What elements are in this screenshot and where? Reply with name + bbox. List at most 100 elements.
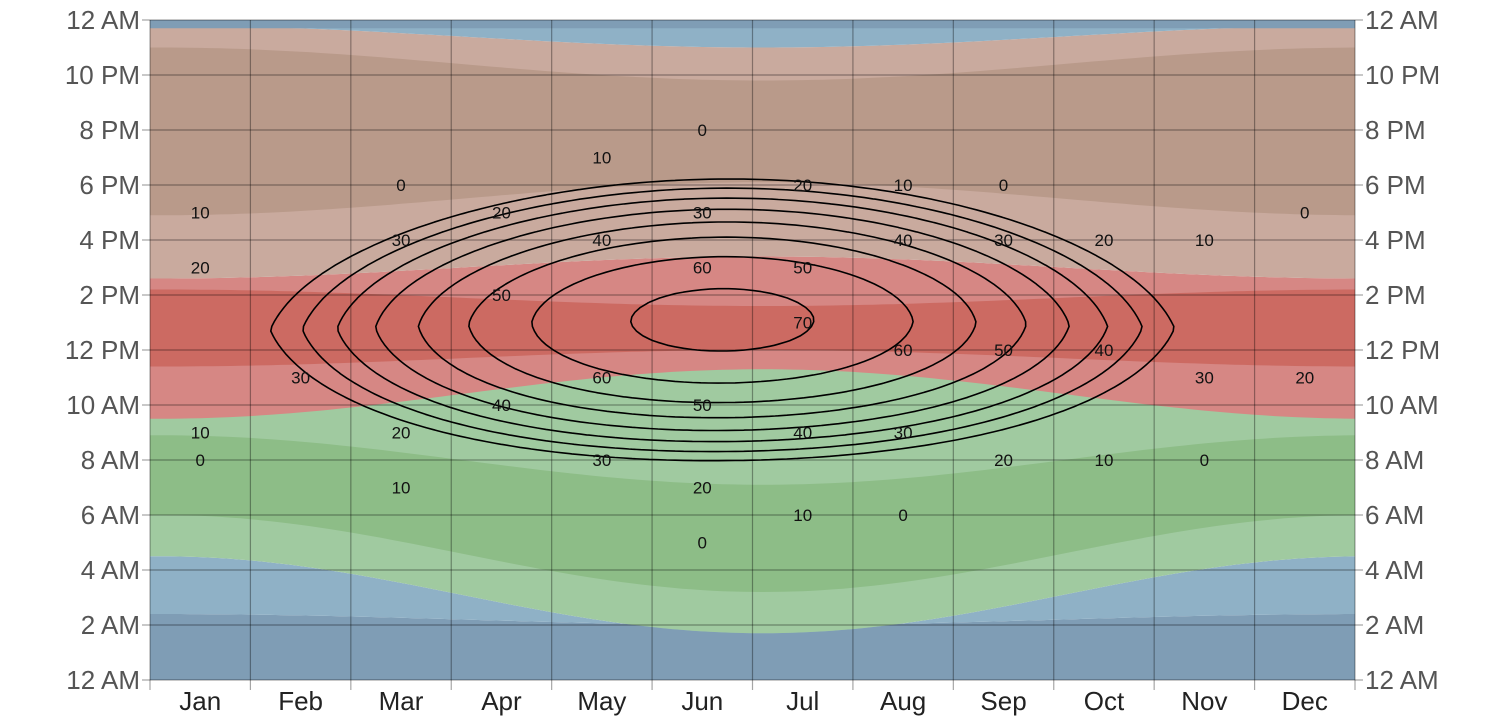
contour-label-text: 30	[392, 231, 411, 250]
contour-label-text: 20	[793, 176, 812, 195]
x-tick-label-sep: Sep	[980, 686, 1026, 716]
contour-label: 0	[396, 176, 405, 195]
contour-label-text: 0	[1300, 204, 1309, 223]
y-tick-label-left: 12 AM	[66, 665, 140, 695]
contour-label: 20	[693, 479, 712, 498]
contour-0	[270, 178, 1175, 462]
contour-label-text: 10	[592, 149, 611, 168]
contour-label: 50	[994, 341, 1013, 360]
contour-label: 20	[793, 176, 812, 195]
contour-label-text: 60	[894, 341, 913, 360]
contour-label: 30	[994, 231, 1013, 250]
contour-label-text: 60	[592, 369, 611, 388]
contour-label-text: 50	[793, 259, 812, 278]
x-axis: Jan Feb Mar Apr May Jun Jul Aug Sep Oct Nov Dec	[179, 686, 1328, 716]
y-tick-label-right: 2 AM	[1365, 610, 1424, 640]
contour-label-text: 40	[793, 424, 812, 443]
band-morning-edge	[150, 328, 1355, 634]
temperature-contours	[270, 178, 1175, 462]
contour-label-text: 0	[396, 176, 405, 195]
contour-label: 40	[592, 231, 611, 250]
x-tick-label-nov: Nov	[1181, 686, 1227, 716]
contour-label: 10	[191, 424, 210, 443]
contour-label: 40	[1094, 341, 1113, 360]
contour-label: 70	[793, 314, 812, 333]
contour-label: 0	[1200, 451, 1209, 470]
contour-label: 10	[1195, 231, 1214, 250]
contour-label-text: 30	[592, 451, 611, 470]
contour-label-text: 40	[1094, 341, 1113, 360]
band-midday	[150, 289, 1355, 367]
contour-label: 50	[492, 286, 511, 305]
y-tick-label-left: 12 PM	[65, 335, 140, 365]
y-tick-label-left: 10 PM	[65, 60, 140, 90]
y-tick-label-left: 4 PM	[79, 225, 140, 255]
band-evening	[150, 47, 1355, 216]
contour-label-text: 0	[698, 121, 707, 140]
contour-label-text: 50	[994, 341, 1013, 360]
contour-label-text: 20	[1094, 231, 1113, 250]
contour-label: 30	[693, 204, 712, 223]
contour-label: 10	[392, 479, 411, 498]
contour-label: 60	[693, 259, 712, 278]
y-axis-right: 12 AM 2 AM 4 AM 6 AM 8 AM 10 AM 12 PM 2 PM 4 PM 6…	[1365, 5, 1440, 695]
contour-label: 10	[793, 506, 812, 525]
contour-label-text: 30	[291, 369, 310, 388]
contour-label-text: 20	[994, 451, 1013, 470]
contour-label-text: 0	[898, 506, 907, 525]
contour-label: 30	[291, 369, 310, 388]
y-tick-label-left: 6 AM	[81, 500, 140, 530]
y-tick-label-right: 12 PM	[1365, 335, 1440, 365]
y-tick-label-right: 12 AM	[1365, 665, 1439, 695]
contour-label-text: 20	[492, 204, 511, 223]
y-tick-label-left: 12 AM	[66, 5, 140, 35]
contour-label: 10	[1094, 451, 1113, 470]
y-tick-label-right: 10 PM	[1365, 60, 1440, 90]
contour-60	[531, 255, 914, 384]
contour-label-text: 50	[693, 396, 712, 415]
y-tick-label-left: 8 PM	[79, 115, 140, 145]
contour-label: 30	[1195, 369, 1214, 388]
contour-label-text: 20	[392, 424, 411, 443]
contour-label: 60	[592, 369, 611, 388]
contour-label-text: 40	[894, 231, 913, 250]
contour-label: 30	[592, 451, 611, 470]
daylight-bands	[150, 20, 1355, 680]
y-tick-label-right: 4 PM	[1365, 225, 1426, 255]
contour-label-text: 10	[1195, 231, 1214, 250]
x-tick-label-feb: Feb	[278, 686, 323, 716]
contour-label-text: 40	[492, 396, 511, 415]
contour-label: 0	[898, 506, 907, 525]
band-twilight-dawn	[150, 556, 1355, 634]
contour-label-text: 10	[191, 424, 210, 443]
contour-label: 40	[793, 424, 812, 443]
contour-20	[337, 197, 1109, 443]
contour-label-text: 20	[1295, 369, 1314, 388]
contour-label: 20	[492, 204, 511, 223]
contour-label-text: 10	[1094, 451, 1113, 470]
contour-label-text: 0	[1200, 451, 1209, 470]
contour-10	[302, 187, 1143, 453]
contour-label: 50	[693, 396, 712, 415]
y-tick-label-left: 8 AM	[81, 445, 140, 475]
x-tick-label-aug: Aug	[880, 686, 926, 716]
contour-label: 20	[994, 451, 1013, 470]
contour-labels: 0 0 0 0 0 0 0 0 10 10 10 10 10 10 10 10 20 20 20 20 20 20 20 20…	[191, 121, 1315, 553]
y-tick-label-right: 2 PM	[1365, 280, 1426, 310]
contour-label: 20	[392, 424, 411, 443]
contour-label-text: 10	[894, 176, 913, 195]
contour-label-text: 0	[195, 451, 204, 470]
contour-label: 10	[592, 149, 611, 168]
contour-30	[375, 208, 1070, 432]
y-tick-label-right: 12 AM	[1365, 5, 1439, 35]
contour-label: 20	[191, 259, 210, 278]
band-morning	[150, 435, 1355, 592]
contour-label-text: 10	[191, 204, 210, 223]
contour-label: 0	[698, 121, 707, 140]
y-tick-label-left: 4 AM	[81, 555, 140, 585]
contour-70	[630, 287, 815, 352]
contour-label: 30	[894, 424, 913, 443]
x-tick-label-jan: Jan	[179, 686, 221, 716]
x-tick-label-dec: Dec	[1282, 686, 1328, 716]
contour-label-text: 50	[492, 286, 511, 305]
